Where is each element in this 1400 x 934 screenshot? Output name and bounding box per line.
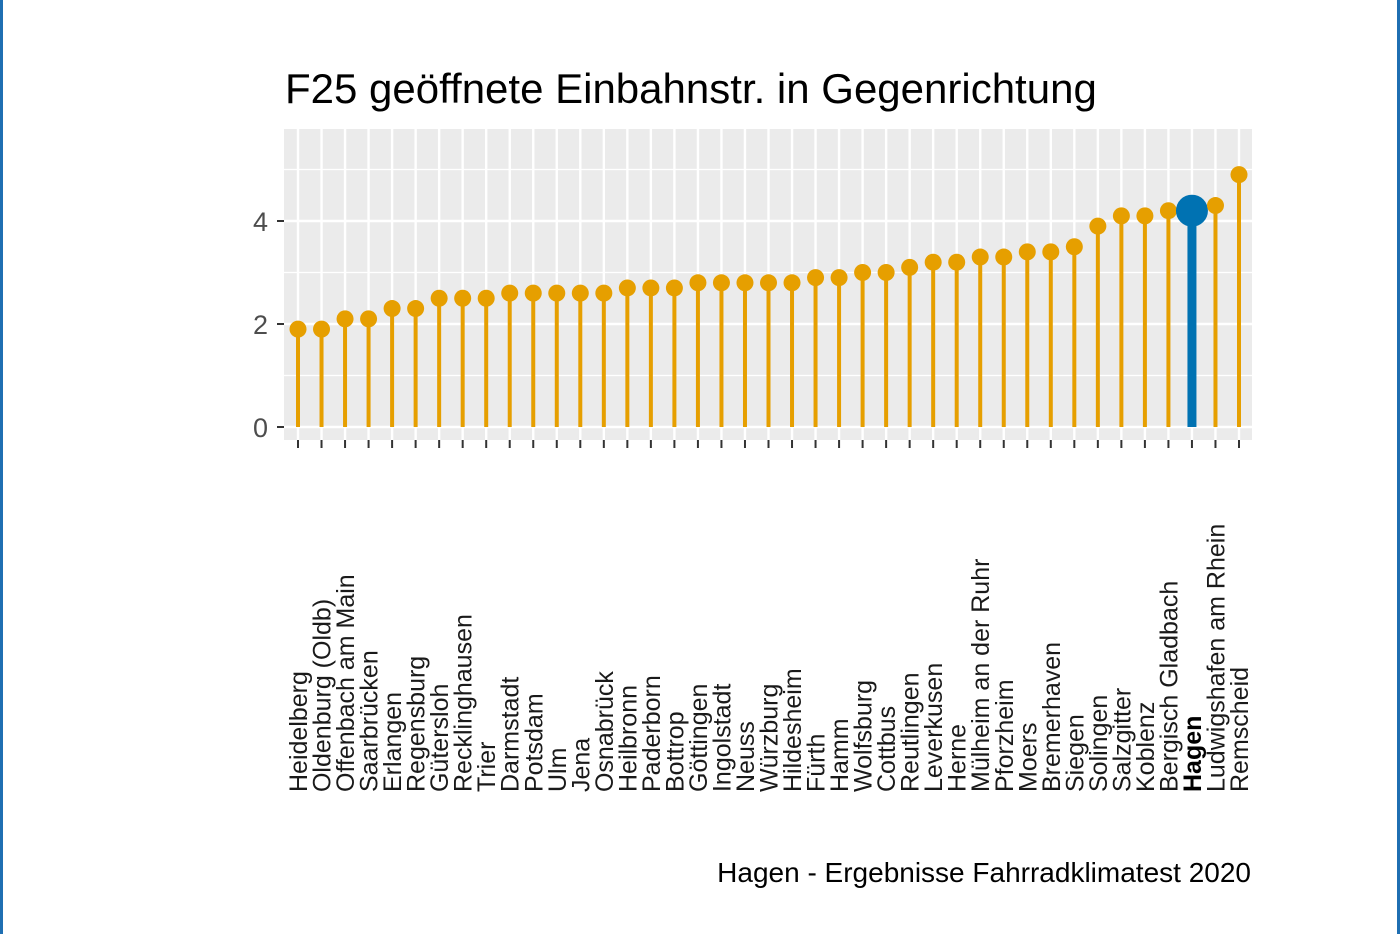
- lollipop-point: [971, 248, 989, 266]
- x-tick-label: Hildesheim: [779, 668, 807, 792]
- lollipop-point: [595, 284, 613, 302]
- x-tick-label: Hamm: [826, 718, 854, 792]
- x-tick-label: Siegen: [1061, 714, 1089, 792]
- lollipop-point: [807, 269, 825, 287]
- x-tick-label: Leverkusen: [920, 663, 948, 792]
- x-tick-label: Neuss: [732, 721, 760, 792]
- x-tick-label: Trier: [473, 742, 501, 792]
- lollipop-point: [1206, 197, 1224, 215]
- x-tick-label: Osnabrück: [591, 671, 619, 792]
- lollipop-point: [383, 300, 401, 318]
- x-tick-label: Reutlingen: [897, 672, 925, 792]
- x-tick-label: Erlangen: [379, 692, 407, 792]
- lollipop-point: [407, 300, 425, 318]
- lollipop-point: [454, 289, 472, 307]
- lollipop-point: [948, 253, 966, 271]
- lollipop-point: [689, 274, 707, 292]
- x-tick-label: Herne: [944, 724, 972, 792]
- lollipop-point: [1136, 207, 1154, 225]
- lollipop-point: [830, 269, 848, 287]
- lollipop-point: [571, 284, 589, 302]
- x-tick-label: Göttingen: [685, 684, 713, 792]
- x-tick-label: Hagen: [1179, 716, 1207, 792]
- lollipop-point: [712, 274, 730, 292]
- x-tick-label: Saarbrücken: [356, 650, 384, 792]
- lollipop-point: [313, 320, 331, 338]
- x-tick-label: Bottrop: [661, 711, 689, 792]
- x-tick-label: Bergisch Gladbach: [1155, 581, 1183, 792]
- lollipop-point: [736, 274, 754, 292]
- lollipop-point: [924, 253, 942, 271]
- x-tick-label: Ludwigshafen am Rhein: [1202, 524, 1230, 792]
- data-marks: [289, 166, 1248, 427]
- lollipop-point: [430, 289, 448, 307]
- x-tick-label: Ulm: [544, 748, 572, 792]
- y-tick-label: 0: [253, 413, 268, 443]
- x-tick-label: Potsdam: [520, 693, 548, 792]
- lollipop-point: [783, 274, 801, 292]
- x-tick-label: Koblenz: [1132, 702, 1160, 792]
- x-tick-label: Heilbronn: [614, 685, 642, 792]
- y-axis: 0 2 4: [253, 207, 284, 443]
- x-tick-label: Pforzheim: [991, 679, 1019, 792]
- x-tick-label: Recklinghausen: [450, 614, 478, 792]
- lollipop-point: [289, 320, 307, 338]
- chart-title: F25 geöffnete Einbahnstr. in Gegenrichtu…: [285, 65, 1097, 112]
- lollipop-point: [618, 279, 636, 297]
- x-tick-label: Würzburg: [756, 684, 784, 792]
- lollipop-point: [1018, 243, 1036, 261]
- x-tick-label: Jena: [567, 738, 595, 792]
- chart-caption: Hagen - Ergebnisse Fahrradklimatest 2020: [717, 857, 1251, 888]
- x-tick-label: Wolfsburg: [850, 680, 878, 792]
- lollipop-point: [665, 279, 683, 297]
- lollipop-point: [760, 274, 777, 292]
- lollipop-point: [1042, 243, 1060, 261]
- x-tick-label: Fürth: [803, 734, 831, 792]
- lollipop-point: [501, 284, 519, 302]
- x-tick-label: Heidelberg: [285, 671, 313, 792]
- lollipop-point: [901, 258, 919, 276]
- x-tick-label: Cottbus: [873, 706, 901, 792]
- lollipop-point: [524, 284, 542, 302]
- lollipop-point: [1112, 207, 1130, 225]
- lollipop-point: [877, 264, 895, 281]
- lollipop-point: [642, 279, 660, 297]
- x-tick-label: Oldenburg (Oldb): [309, 599, 337, 792]
- x-tick-label: Remscheid: [1226, 667, 1254, 792]
- lollipop-point: [336, 310, 354, 328]
- lollipop-point: [1230, 166, 1248, 184]
- x-tick-label: Bremerhaven: [1038, 642, 1066, 792]
- x-tick-label: Solingen: [1085, 695, 1113, 792]
- x-tick-label: Ingolstadt: [708, 684, 736, 792]
- x-tick-label: Gütersloh: [426, 684, 454, 792]
- x-tick-label: Salzgitter: [1108, 688, 1136, 792]
- lollipop-point: [854, 264, 872, 281]
- x-tick-label: Regensburg: [403, 656, 431, 792]
- x-tick-label: Offenbach am Main: [332, 574, 360, 792]
- lollipop-point: [360, 310, 378, 328]
- lollipop-point: [995, 248, 1013, 266]
- highlight-point: [1175, 194, 1208, 227]
- x-tick-label: Darmstadt: [497, 677, 525, 792]
- lollipop-point: [477, 289, 495, 307]
- lollipop-point: [1065, 238, 1083, 256]
- lollipop-point: [548, 284, 566, 302]
- y-tick-label: 2: [253, 310, 268, 340]
- lollipop-point: [1089, 217, 1107, 235]
- y-tick-label: 4: [253, 207, 268, 237]
- lollipop-point: [1159, 202, 1177, 220]
- x-tick-label: Paderborn: [638, 675, 666, 792]
- lollipop-chart: F25 geöffnete Einbahnstr. in Gegenrichtu…: [253, 65, 1254, 888]
- x-tick-label: Moers: [1014, 723, 1042, 792]
- x-tick-label: Mülheim an der Ruhr: [967, 559, 995, 792]
